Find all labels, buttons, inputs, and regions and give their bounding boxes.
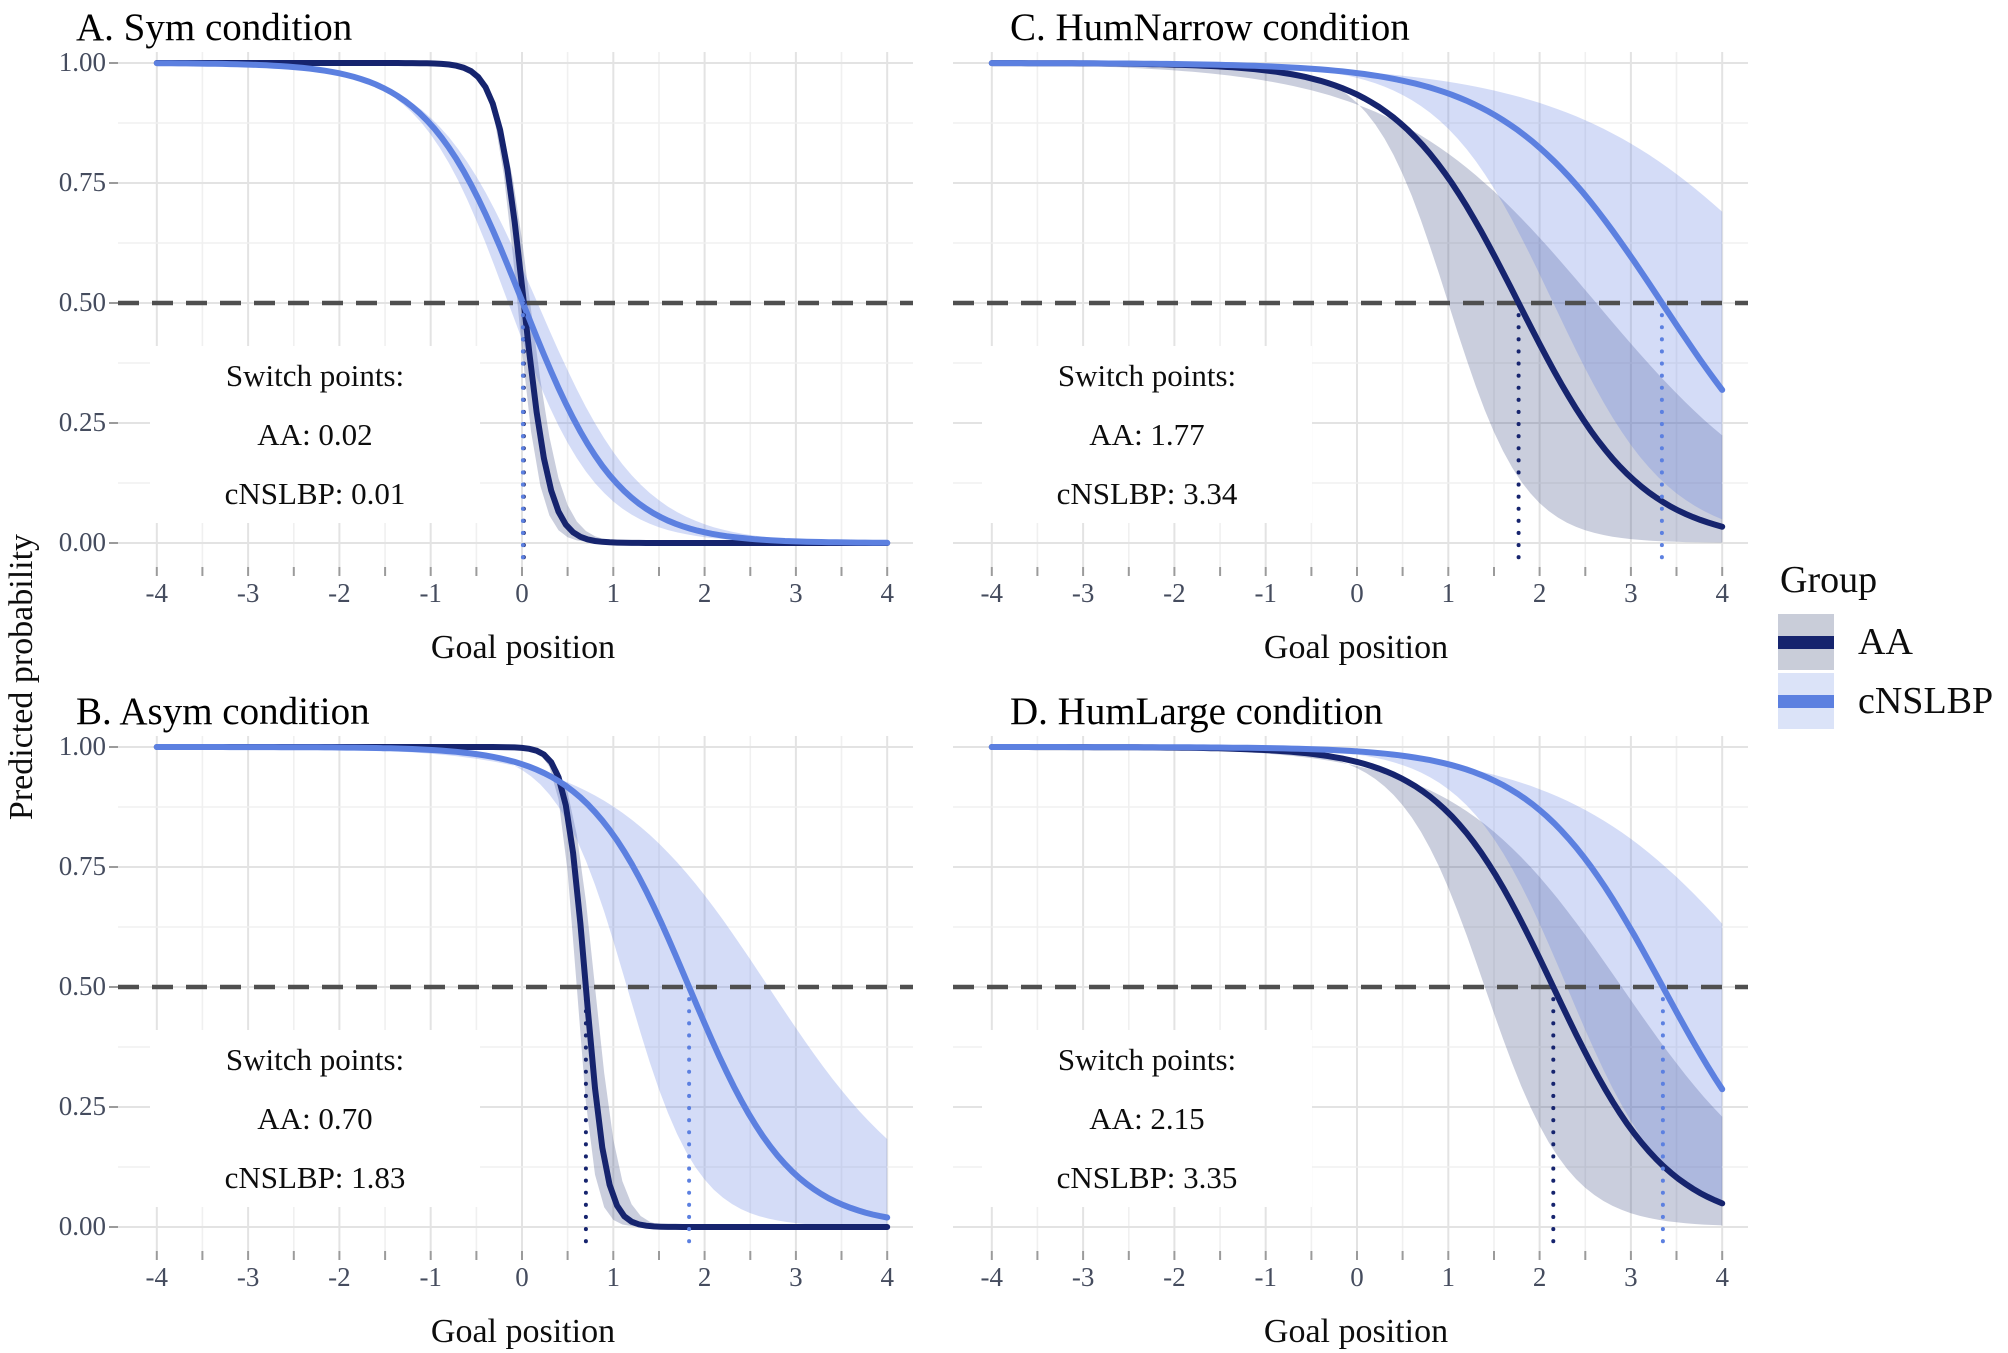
panel-b-plot xyxy=(109,736,913,1260)
x-tick-label: 2 xyxy=(697,578,712,608)
x-tick-label: 0 xyxy=(515,1262,529,1292)
x-tick-label: 4 xyxy=(880,578,894,608)
legend-entry-aa: AA xyxy=(1778,614,1993,670)
legend: Group AA cNSLBP xyxy=(1778,558,1993,732)
y-axis-title: Predicted probability xyxy=(3,533,40,821)
annotation-line: AA: 2.15 xyxy=(1089,1101,1205,1136)
annotation-line: Switch points: xyxy=(1057,358,1237,393)
y-tick-label: 0.25 xyxy=(58,1091,106,1121)
y-tick-label: 0.25 xyxy=(58,407,106,437)
x-tick-label: 1 xyxy=(1441,578,1456,608)
panel-b-canvas xyxy=(104,736,913,1270)
x-tick-label: -4 xyxy=(145,1262,169,1292)
y-tick-label: 1.00 xyxy=(58,731,106,761)
x-tick-label: -3 xyxy=(236,578,260,608)
cnslbp-band-swatch xyxy=(1778,673,1834,729)
x-tick-label: 4 xyxy=(1715,1262,1729,1292)
y-tick-label: 0.00 xyxy=(58,1211,106,1241)
annotation-line: AA: 0.02 xyxy=(257,417,373,452)
y-tick-label: 0.75 xyxy=(58,851,106,881)
panel-a-x-axis-title: Goal position xyxy=(430,629,616,666)
x-tick-label: 2 xyxy=(1532,1262,1547,1292)
panel-c-title: C. HumNarrow condition xyxy=(1010,6,1410,49)
y-tick-label: 1.00 xyxy=(58,47,106,77)
x-tick-label: -4 xyxy=(980,1262,1004,1292)
panel-a-switch-points-annotation: Switch points: AA: 0.02 cNSLBP: 0.01 xyxy=(150,346,480,523)
x-tick-label: -1 xyxy=(419,578,442,608)
x-tick-label: 0 xyxy=(515,578,529,608)
y-tick-label: 0.50 xyxy=(58,287,106,317)
panel-d-plot xyxy=(953,736,1748,1260)
y-tick-label: 0.00 xyxy=(58,527,106,557)
y-tick-label: 0.50 xyxy=(58,971,106,1001)
panel-a-plot xyxy=(109,52,913,576)
annotation-line: cNSLBP: 0.01 xyxy=(224,476,406,511)
annotation-line: cNSLBP: 1.83 xyxy=(224,1160,406,1195)
x-tick-label: -1 xyxy=(419,1262,442,1292)
legend-title: Group xyxy=(1780,559,1878,601)
x-tick-label: 2 xyxy=(697,1262,712,1292)
legend-label-aa: AA xyxy=(1858,621,1913,663)
panel-d-x-axis-title: Goal position xyxy=(1263,1313,1449,1350)
x-tick-label: 3 xyxy=(789,578,803,608)
panel-d-canvas xyxy=(939,736,1748,1270)
y-tick-label: 0.75 xyxy=(58,167,106,197)
panel-c-x-axis-title: Goal position xyxy=(1263,629,1449,666)
panel-d-switch-points-annotation: Switch points: AA: 2.15 cNSLBP: 3.35 xyxy=(982,1030,1312,1207)
panel-c-switch-points-annotation: Switch points: AA: 1.77 cNSLBP: 3.34 xyxy=(982,346,1312,523)
aa-band-swatch xyxy=(1778,614,1834,670)
x-tick-label: 3 xyxy=(1624,578,1638,608)
annotation-line: AA: 0.70 xyxy=(257,1101,373,1136)
x-tick-label: -2 xyxy=(1163,578,1186,608)
cnslbp-line-swatch xyxy=(1778,694,1834,708)
panel-b-x-axis-title: Goal position xyxy=(430,1313,616,1350)
panel-a-canvas xyxy=(104,52,913,586)
annotation-line: cNSLBP: 3.34 xyxy=(1056,476,1238,511)
x-tick-label: -3 xyxy=(1071,1262,1095,1292)
x-tick-label: -4 xyxy=(145,578,169,608)
x-tick-label: 0 xyxy=(1350,578,1364,608)
x-tick-label: 3 xyxy=(1624,1262,1638,1292)
legend-entry-cnslbp: cNSLBP xyxy=(1778,673,1993,729)
x-tick-label: -3 xyxy=(1071,578,1095,608)
x-tick-label: -2 xyxy=(328,1262,351,1292)
x-tick-label: -2 xyxy=(1163,1262,1186,1292)
x-tick-label: 0 xyxy=(1350,1262,1364,1292)
legend-label-cnslbp: cNSLBP xyxy=(1858,680,1994,722)
annotation-line: AA: 1.77 xyxy=(1089,417,1205,452)
x-tick-label: 1 xyxy=(1441,1262,1456,1292)
x-tick-label: -3 xyxy=(236,1262,260,1292)
annotation-line: Switch points: xyxy=(225,358,405,393)
panel-b-title: B. Asym condition xyxy=(76,690,370,733)
aa-line-swatch xyxy=(1778,635,1834,649)
x-tick-label: 3 xyxy=(789,1262,803,1292)
x-tick-label: -2 xyxy=(328,578,351,608)
x-tick-label: -4 xyxy=(980,578,1004,608)
x-tick-label: 1 xyxy=(606,1262,621,1292)
x-tick-label: 1 xyxy=(606,578,621,608)
annotation-line: Switch points: xyxy=(1057,1042,1237,1077)
annotation-line: cNSLBP: 3.35 xyxy=(1056,1160,1238,1195)
panel-a-title: A. Sym condition xyxy=(76,6,353,49)
annotation-line: Switch points: xyxy=(225,1042,405,1077)
x-tick-label: 4 xyxy=(1715,578,1729,608)
x-tick-label: 2 xyxy=(1532,578,1547,608)
panel-d-title: D. HumLarge condition xyxy=(1010,690,1383,733)
x-tick-label: -1 xyxy=(1254,578,1277,608)
x-tick-label: -1 xyxy=(1254,1262,1277,1292)
x-tick-label: 4 xyxy=(880,1262,894,1292)
panel-b-switch-points-annotation: Switch points: AA: 0.70 cNSLBP: 1.83 xyxy=(150,1030,480,1207)
